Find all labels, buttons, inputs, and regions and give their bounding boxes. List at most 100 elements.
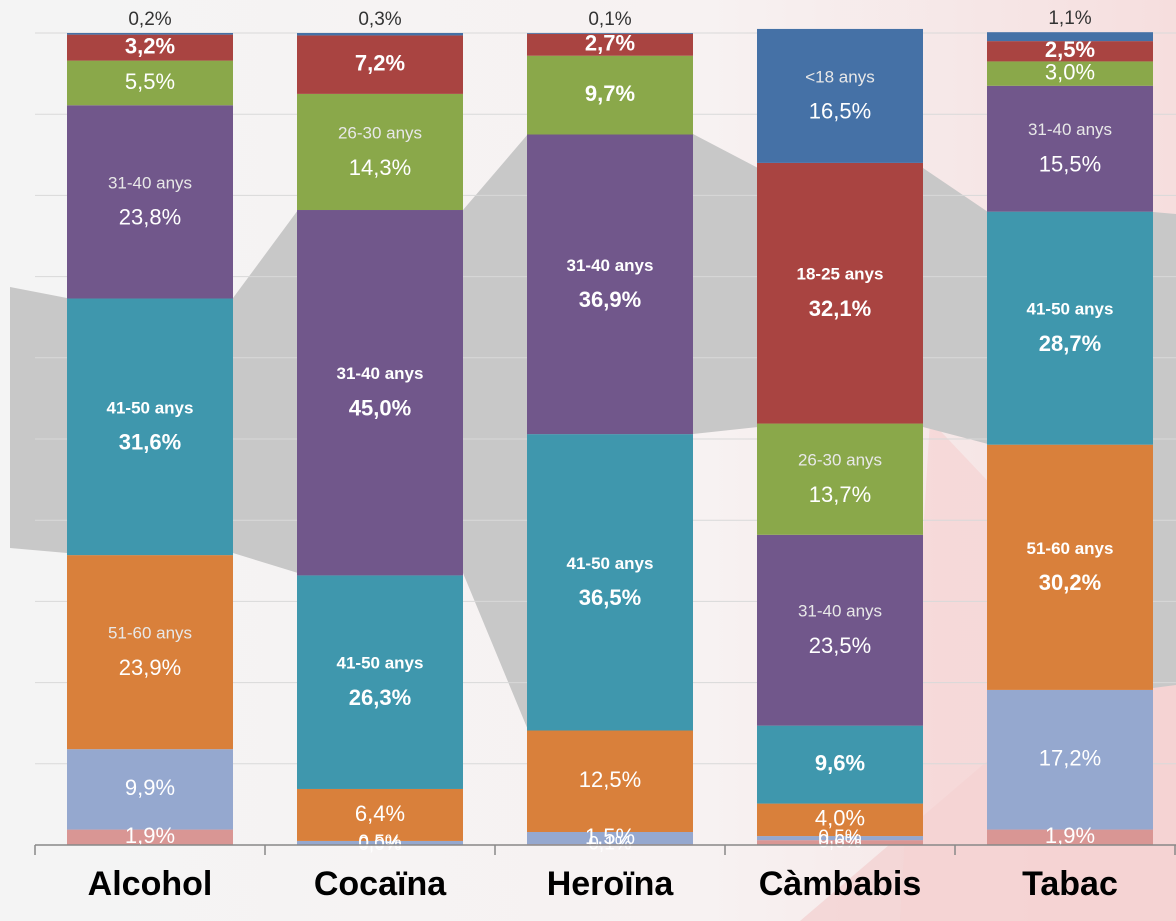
x-tick-label: Càmbabis bbox=[759, 865, 922, 903]
bar-segment bbox=[527, 33, 693, 34]
value-label: 0,5% bbox=[818, 827, 861, 848]
value-label: 45,0% bbox=[349, 396, 411, 421]
segment-name: 26-30 anys bbox=[338, 123, 422, 142]
segment-name: 31-40 anys bbox=[337, 364, 424, 383]
segment-name: <18 anys bbox=[805, 67, 874, 86]
bar-segment bbox=[297, 35, 463, 94]
value-label: 32,1% bbox=[809, 296, 871, 321]
value-label: 0,6% bbox=[818, 832, 861, 853]
connector bbox=[693, 134, 758, 434]
bar-segment bbox=[297, 33, 463, 36]
segment-name: 18-25 anys bbox=[797, 265, 884, 284]
value-label: 5,5% bbox=[125, 69, 175, 94]
x-tick-label: Tabac bbox=[1022, 865, 1118, 903]
bar-segment bbox=[757, 162, 923, 424]
segment-name: 41-50 anys bbox=[107, 398, 194, 417]
bar-segment bbox=[67, 105, 233, 299]
value-label: 12,5% bbox=[579, 767, 641, 792]
segment-name: 51-60 anys bbox=[108, 624, 192, 643]
value-label: 4,0% bbox=[815, 806, 865, 831]
value-label: 13,7% bbox=[809, 482, 871, 507]
value-label: 1,1% bbox=[1048, 8, 1091, 29]
bar-segment bbox=[297, 840, 463, 845]
value-label: 23,9% bbox=[119, 655, 181, 680]
bar-segment bbox=[527, 134, 693, 435]
bar-segment bbox=[527, 434, 693, 731]
connector bbox=[923, 168, 988, 444]
value-label: 36,5% bbox=[579, 585, 641, 610]
value-label: 23,8% bbox=[119, 205, 181, 230]
x-axis: Alcohol Cocaïna Heroïna Càmbabis Tabac bbox=[34, 844, 1176, 903]
x-tick-label: Cocaïna bbox=[314, 865, 447, 903]
value-label: 3,2% bbox=[125, 33, 175, 58]
value-label: 26,3% bbox=[349, 685, 411, 710]
segment-name: 41-50 anys bbox=[337, 654, 424, 673]
value-label: 3,0% bbox=[1045, 59, 1095, 84]
value-label: 0,3% bbox=[358, 9, 401, 30]
connector-shapes bbox=[10, 134, 1176, 730]
connector bbox=[10, 287, 67, 553]
bar-segment bbox=[297, 210, 463, 576]
value-label: 0,1% bbox=[588, 9, 631, 30]
value-label: 7,2% bbox=[355, 50, 405, 75]
value-label: 6,4% bbox=[355, 801, 405, 826]
value-label: 1,9% bbox=[1045, 823, 1095, 848]
bar-segment bbox=[757, 423, 923, 535]
value-label: 0,1% bbox=[588, 834, 631, 855]
segment-name: 51-60 anys bbox=[1027, 539, 1114, 558]
bar-segment bbox=[527, 33, 693, 56]
value-label: 1,9% bbox=[125, 823, 175, 848]
value-label: 0,2% bbox=[128, 9, 171, 30]
segment-name: 31-40 anys bbox=[108, 173, 192, 192]
bar-segment bbox=[67, 829, 233, 845]
x-tick-label: Heroïna bbox=[547, 865, 675, 903]
bar-segment bbox=[67, 298, 233, 556]
bar-segment bbox=[987, 32, 1153, 42]
value-label: 16,5% bbox=[809, 99, 871, 124]
connector bbox=[1153, 212, 1176, 688]
value-label: 23,5% bbox=[809, 633, 871, 658]
bar-segment bbox=[757, 836, 923, 841]
value-label: 9,7% bbox=[585, 81, 635, 106]
value-label: 2,7% bbox=[585, 31, 635, 56]
segment-name: 41-50 anys bbox=[567, 554, 654, 573]
bar-segment bbox=[67, 555, 233, 750]
bar-segment bbox=[757, 725, 923, 804]
bar-segment bbox=[527, 730, 693, 833]
bar-segment bbox=[987, 85, 1153, 212]
value-label: 31,6% bbox=[119, 430, 181, 455]
segment-name: 41-50 anys bbox=[1027, 300, 1114, 319]
bar-segment bbox=[67, 34, 233, 61]
bar-segment bbox=[987, 444, 1153, 690]
bar-segment bbox=[527, 832, 693, 845]
value-label: 28,7% bbox=[1039, 331, 1101, 356]
bar-segment bbox=[987, 41, 1153, 62]
bar-segment bbox=[67, 33, 233, 35]
bar-segment bbox=[67, 749, 233, 830]
bar-segment bbox=[297, 575, 463, 789]
bar-segment bbox=[987, 829, 1153, 845]
value-label: 2,5% bbox=[1045, 37, 1095, 62]
value-label: 17,2% bbox=[1039, 746, 1101, 771]
bars bbox=[67, 28, 1153, 845]
bar-segment bbox=[527, 55, 693, 135]
segment-name: 26-30 anys bbox=[798, 451, 882, 470]
bar-segment bbox=[757, 534, 923, 726]
value-label: 14,3% bbox=[349, 155, 411, 180]
x-tick-label: Alcohol bbox=[88, 865, 213, 903]
bar-segment bbox=[67, 60, 233, 106]
bar-segment bbox=[757, 840, 923, 845]
segment-name: 31-40 anys bbox=[798, 602, 882, 621]
bar-segment bbox=[987, 689, 1153, 830]
value-label: 15,5% bbox=[1039, 152, 1101, 177]
bar-segment bbox=[987, 61, 1153, 86]
bar-segment bbox=[987, 211, 1153, 445]
labels: 1,9% 9,9% 51-60 anys 23,9% 41-50 anys 31,6% 31… bbox=[107, 8, 1114, 855]
value-label: 0,5% bbox=[358, 832, 401, 853]
connector bbox=[233, 210, 298, 573]
value-label: 9,9% bbox=[125, 775, 175, 800]
connector bbox=[463, 134, 528, 730]
bar-segment bbox=[757, 28, 923, 163]
